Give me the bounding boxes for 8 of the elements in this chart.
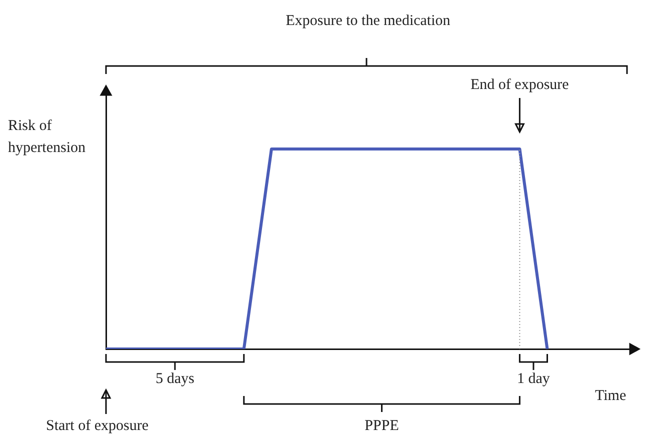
text: End of exposure	[470, 76, 569, 94]
x-axis-title: Time	[595, 387, 626, 405]
text: 1 day	[517, 370, 550, 388]
text: Exposure to the medication	[284, 12, 452, 30]
text: Start of exposure	[46, 417, 148, 435]
text: PPPE	[364, 417, 399, 435]
text: 5 days	[156, 370, 194, 388]
y-axis-title: Risk of hypertension	[8, 117, 86, 158]
